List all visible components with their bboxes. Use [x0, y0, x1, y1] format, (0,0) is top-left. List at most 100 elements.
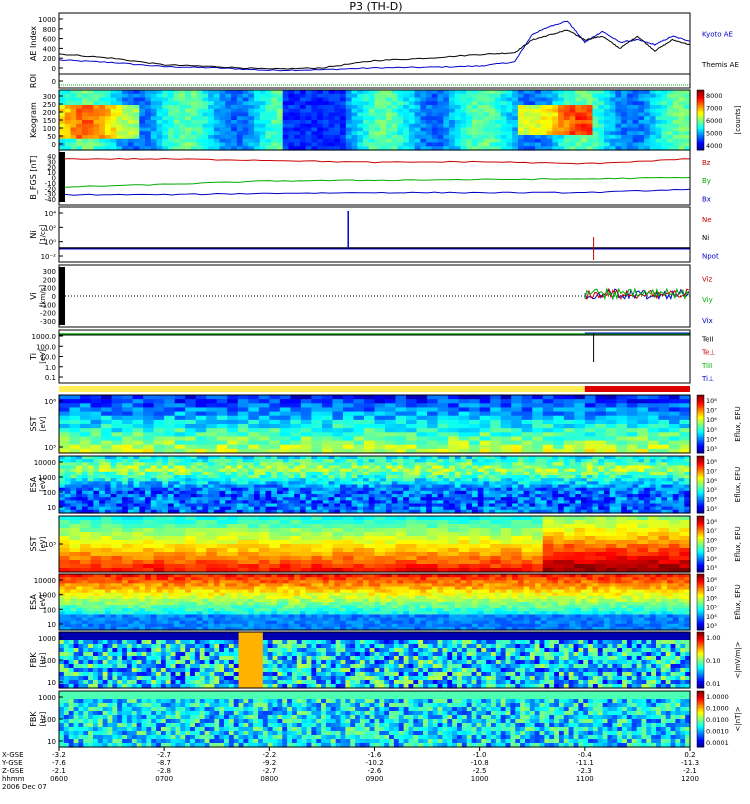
b_fgs-legend-2: Bx	[702, 196, 711, 204]
keogram-cell	[633, 124, 639, 128]
keogram-cell	[426, 116, 432, 120]
sst_e-cell	[259, 436, 270, 441]
sst_e-cell	[553, 445, 564, 450]
keogram-cell	[352, 128, 358, 132]
sst_e-cell	[574, 399, 585, 404]
keogram-cell	[254, 128, 260, 132]
keogram-cell	[300, 128, 306, 132]
keogram-cell	[518, 109, 524, 113]
keogram-cell	[346, 128, 352, 132]
keogram-cell	[317, 135, 323, 139]
sst_e-cell	[469, 432, 480, 437]
sst_e-cell	[175, 424, 186, 429]
sst_e-cell	[311, 420, 322, 425]
sst_e-cell	[227, 432, 238, 437]
sst_e-cell	[343, 407, 354, 412]
keogram-cell	[134, 128, 140, 132]
keogram-cell	[529, 113, 535, 117]
keogram-cell	[128, 90, 134, 94]
keogram-cell	[679, 90, 685, 94]
keogram-cell	[380, 90, 386, 94]
keogram-cell	[380, 143, 386, 147]
sst_e-cell	[290, 395, 301, 400]
keogram-cell	[352, 131, 358, 135]
sst_e-cell	[669, 395, 680, 400]
keogram-cell	[134, 109, 140, 113]
sst_e-cell	[259, 412, 270, 417]
keogram-cell	[59, 113, 65, 117]
sst_e-cell	[385, 403, 396, 408]
keogram-cell	[99, 98, 105, 102]
keogram-cell	[231, 139, 237, 143]
keogram-cell	[535, 131, 541, 135]
sst_e-cell	[332, 436, 343, 441]
keogram-cell	[375, 120, 381, 124]
sst_e-cell	[469, 436, 480, 441]
keogram-cell	[277, 135, 283, 139]
keogram-cell	[661, 128, 667, 132]
keogram-cell	[581, 139, 587, 143]
sst_e-cell	[122, 399, 133, 404]
keogram-cell	[225, 139, 231, 143]
keogram-cell	[369, 131, 375, 135]
keogram-cell	[558, 124, 564, 128]
keogram-cell	[581, 113, 587, 117]
sst_e-cell	[311, 445, 322, 450]
keogram-cell	[111, 120, 117, 124]
keogram-cell	[627, 120, 633, 124]
keogram-cell	[116, 113, 122, 117]
keogram-cell	[340, 135, 346, 139]
keogram-cell	[151, 120, 157, 124]
keogram-cell	[673, 105, 679, 109]
keogram-cell	[88, 131, 94, 135]
sst_e-cell	[417, 403, 428, 408]
keogram-cell	[363, 109, 369, 113]
keogram-cell	[392, 131, 398, 135]
keogram-cell	[581, 131, 587, 135]
keogram-cell	[461, 143, 467, 147]
sst_e-cell	[322, 399, 333, 404]
keogram-cell	[220, 116, 226, 120]
sst_e-cell	[280, 420, 291, 425]
keogram-cell	[323, 94, 329, 98]
keogram-cell	[461, 113, 467, 117]
keogram-cell	[426, 105, 432, 109]
keogram-cell	[254, 124, 260, 128]
keogram-cell	[116, 109, 122, 113]
keogram-cell	[587, 135, 593, 139]
keogram-cell	[220, 128, 226, 132]
keogram-cell	[403, 131, 409, 135]
keogram-cell	[243, 101, 249, 105]
keogram-cell	[541, 90, 547, 94]
sst_e-cell	[185, 399, 196, 404]
keogram-cell	[128, 98, 134, 102]
sst_e-cell	[154, 428, 165, 433]
keogram-cell	[667, 113, 673, 117]
keogram-cell	[168, 116, 174, 120]
sst_e-cell	[332, 420, 343, 425]
keogram-cell	[552, 90, 558, 94]
keogram-cell	[317, 128, 323, 132]
sst_e-cell	[564, 424, 575, 429]
sst_e-cell	[322, 416, 333, 421]
keogram-cell	[443, 135, 449, 139]
keogram-cell	[633, 90, 639, 94]
keogram-cell	[99, 135, 105, 139]
keogram-cell	[679, 113, 685, 117]
sst_e-cell	[616, 428, 627, 433]
keogram-cell	[380, 105, 386, 109]
keogram-cell	[116, 128, 122, 132]
sst_e-cell	[196, 407, 207, 412]
sst_e-cell	[122, 416, 133, 421]
keogram-cell	[415, 101, 421, 105]
keogram-cell	[443, 128, 449, 132]
keogram-cell	[162, 143, 168, 147]
keogram-cell	[661, 109, 667, 113]
sst_e-cell	[522, 432, 533, 437]
keogram-cell	[162, 131, 168, 135]
keogram-cell	[70, 101, 76, 105]
sst_i-cell	[112, 520, 123, 525]
keogram-cell	[638, 90, 644, 94]
keogram-cell	[610, 128, 616, 132]
sst_e-cell	[375, 403, 386, 408]
